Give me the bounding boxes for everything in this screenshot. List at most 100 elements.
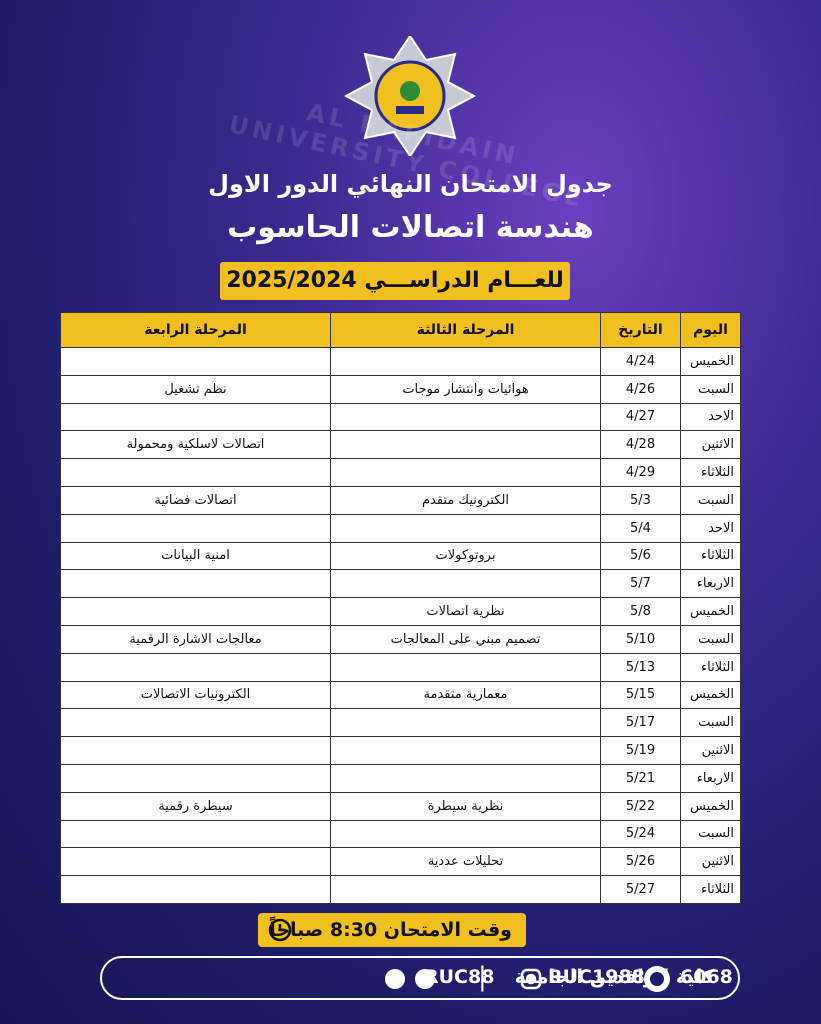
cell-date: 4/26 (600, 374, 681, 404)
cell-stage4: سيطرة رقمية (60, 791, 331, 821)
header-cell: المرحلة الثالثة (330, 312, 601, 348)
cell-stage4: الكترونيات الاتصالات (60, 680, 331, 710)
cell-stage4: امنية البيانات (60, 541, 331, 571)
table-row: الاثنين 4/28 اتصالات لاسلكية ومحمولة (60, 430, 741, 460)
table-row: الاحد 5/4 (60, 513, 741, 543)
table-row: الاربعاء 5/7 (60, 569, 741, 599)
cell-stage4: اتصالات لاسلكية ومحمولة (60, 430, 331, 460)
year-banner: للعـــام الدراســـي 2025/2024 (220, 262, 570, 300)
cell-stage3: تصميم مبني على المعالجات (330, 624, 601, 654)
table-row: السبت 5/10 تصميم مبني على المعالجات معالجات… (60, 624, 741, 654)
cell-date: 5/8 (600, 597, 681, 626)
cell-stage4 (60, 708, 331, 738)
cell-stage3: معمارية متقدمة (330, 680, 601, 710)
cell-stage3 (330, 652, 601, 682)
cell-day: الخميس (680, 791, 741, 821)
cell-stage3 (330, 458, 601, 487)
exam-time: وقت الامتحان 8:30 صباحاً (258, 913, 526, 947)
table-row: الثلاثاء 5/6 بروتوكولات امنية البيانات (60, 541, 741, 571)
cell-date: 5/22 (600, 791, 681, 821)
cell-stage3 (330, 763, 601, 793)
instagram-icon (520, 968, 542, 990)
cell-day: الاحد (680, 402, 741, 432)
cell-date: 4/24 (600, 347, 681, 376)
cell-day: الخميس (680, 680, 741, 710)
cell-stage3: هوائيات وانتشار موجات (330, 374, 601, 404)
facebook-handle: RUC88 (424, 966, 495, 988)
table-row: الاثنين 5/19 (60, 736, 741, 765)
cell-date: 5/21 (600, 763, 681, 793)
cell-stage4 (60, 652, 331, 682)
table-row: الخميس 4/24 (60, 347, 741, 376)
table-row: الخميس 5/22 نظرية سيطرة سيطرة رقمية (60, 791, 741, 821)
cell-stage4 (60, 847, 331, 877)
cell-day: الاثنين (680, 430, 741, 460)
cell-day: الثلاثاء (680, 875, 741, 904)
cell-stage3 (330, 736, 601, 765)
cell-stage3 (330, 819, 601, 849)
cell-stage3: نظرية سيطرة (330, 791, 601, 821)
cell-stage3 (330, 430, 601, 460)
cell-stage3: نظرية اتصالات (330, 597, 601, 626)
table-row: الاحد 4/27 (60, 402, 741, 432)
logo (343, 36, 477, 156)
cell-day: السبت (680, 819, 741, 849)
cell-day: الاربعاء (680, 569, 741, 599)
cell-date: 4/28 (600, 430, 681, 460)
table-row: الاثنين 5/26 تحليلات عددية (60, 847, 741, 877)
cell-stage3: الكترونيك متقدم (330, 485, 601, 515)
table-row: الثلاثاء 5/27 (60, 875, 741, 904)
clock-icon (268, 918, 292, 942)
phone-number: 6068 (680, 966, 733, 988)
cell-day: الثلاثاء (680, 652, 741, 682)
cell-date: 5/13 (600, 652, 681, 682)
cell-day: السبت (680, 374, 741, 404)
cell-day: الخميس (680, 347, 741, 376)
cell-day: الخميس (680, 597, 741, 626)
separator: | (478, 962, 487, 992)
cell-stage4 (60, 458, 331, 487)
cell-stage4 (60, 736, 331, 765)
cell-stage4: نظم تشغيل (60, 374, 331, 404)
phone-icon (644, 966, 670, 992)
subtitle: هندسة اتصالات الحاسوب (227, 210, 594, 245)
table-row: السبت 5/17 (60, 708, 741, 738)
table-row: الثلاثاء 4/29 (60, 458, 741, 487)
cell-date: 5/27 (600, 875, 681, 904)
cell-date: 5/26 (600, 847, 681, 877)
header-cell: التاريخ (600, 312, 681, 348)
cell-day: الاحد (680, 513, 741, 543)
title: جدول الامتحان النهائي الدور الاول (208, 170, 613, 198)
cell-stage4 (60, 402, 331, 432)
instagram-handle: RUC1988 (548, 966, 645, 988)
header-cell: اليوم (680, 312, 741, 348)
cell-date: 5/3 (600, 485, 681, 515)
table-row: السبت 4/26 هوائيات وانتشار موجات نظم تشغيل (60, 374, 741, 404)
cell-date: 5/19 (600, 736, 681, 765)
cell-stage3 (330, 347, 601, 376)
table-body: الخميس 4/24 السبت 4/26 هوائيات وانتشار موجات… (60, 347, 741, 904)
cell-day: الثلاثاء (680, 541, 741, 571)
cell-day: السبت (680, 624, 741, 654)
cell-stage4: اتصالات فضائية (60, 485, 331, 515)
cell-stage3 (330, 402, 601, 432)
header-row: اليوم التاريخ المرحلة الثالثة المرحلة الراب… (60, 312, 741, 348)
cell-stage4 (60, 763, 331, 793)
cell-stage3 (330, 569, 601, 599)
cell-date: 4/27 (600, 402, 681, 432)
cell-stage4: معالجات الاشارة الرقمية (60, 624, 331, 654)
header-cell: المرحلة الرابعة (60, 312, 331, 348)
cell-stage4 (60, 569, 331, 599)
cell-day: السبت (680, 485, 741, 515)
cell-stage3: بروتوكولات (330, 541, 601, 571)
cell-date: 5/4 (600, 513, 681, 543)
table-row: الخميس 5/8 نظرية اتصالات (60, 597, 741, 626)
cell-date: 5/24 (600, 819, 681, 849)
table-row: السبت 5/24 (60, 819, 741, 849)
cell-date: 5/17 (600, 708, 681, 738)
cell-stage4 (60, 597, 331, 626)
exam-time-text: وقت الامتحان 8:30 صباحاً (269, 919, 512, 941)
cell-stage3 (330, 875, 601, 904)
cell-date: 5/10 (600, 624, 681, 654)
